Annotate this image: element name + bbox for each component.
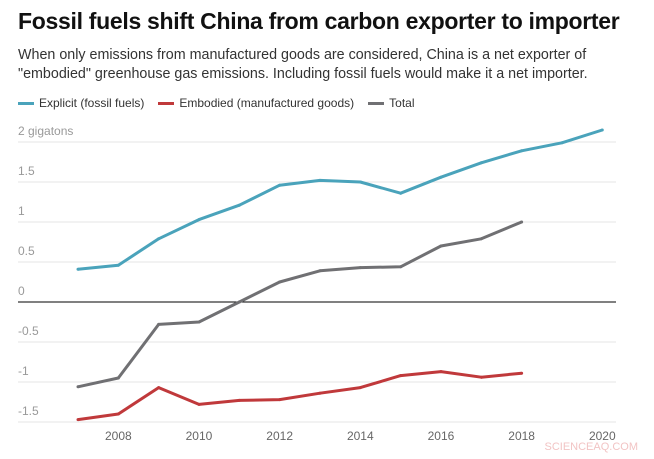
data-point xyxy=(237,300,241,304)
legend-label: Total xyxy=(389,96,415,110)
chart-title: Fossil fuels shift China from carbon exp… xyxy=(18,8,620,34)
data-point xyxy=(439,175,443,179)
series-line-1 xyxy=(77,370,522,422)
data-point xyxy=(399,374,403,378)
legend-label: Explicit (fossil fuels) xyxy=(39,96,145,110)
data-point xyxy=(560,141,564,145)
y-tick-label: 0 xyxy=(18,284,25,298)
y-tick-label: 0.5 xyxy=(18,244,35,258)
data-point xyxy=(479,237,483,241)
x-tick-label: 2012 xyxy=(266,429,293,443)
data-point xyxy=(520,371,524,375)
legend-item-embodied: Embodied (manufactured goods) xyxy=(158,96,354,110)
data-point xyxy=(439,244,443,248)
y-tick-label: -1.5 xyxy=(18,404,39,418)
watermark: SCIENCEAQ.COM xyxy=(544,441,638,453)
data-point xyxy=(358,266,362,270)
data-point xyxy=(278,398,282,402)
x-tick-label: 2014 xyxy=(347,429,374,443)
data-point xyxy=(358,180,362,184)
data-point xyxy=(76,418,80,422)
data-point xyxy=(399,191,403,195)
data-point xyxy=(399,265,403,269)
data-point xyxy=(197,402,201,406)
data-point xyxy=(479,161,483,165)
y-tick-label: -0.5 xyxy=(18,324,39,338)
x-tick-label: 2018 xyxy=(508,429,535,443)
data-point xyxy=(76,267,80,271)
legend-item-total: Total xyxy=(368,96,415,110)
x-tick-label: 2020 xyxy=(589,429,616,443)
data-point xyxy=(278,183,282,187)
data-point xyxy=(76,385,80,389)
data-point xyxy=(157,322,161,326)
data-point xyxy=(197,218,201,222)
data-point xyxy=(157,386,161,390)
data-point xyxy=(600,128,604,132)
data-point xyxy=(439,370,443,374)
data-point xyxy=(318,391,322,395)
x-tick-label: 2008 xyxy=(105,429,132,443)
legend: Explicit (fossil fuels) Embodied (manufa… xyxy=(18,96,415,110)
y-tick-label: 1.5 xyxy=(18,164,35,178)
data-point xyxy=(358,386,362,390)
data-point xyxy=(116,263,120,267)
y-tick-label: 1 xyxy=(18,204,25,218)
legend-swatch xyxy=(158,101,175,105)
y-tick-label: 2 gigatons xyxy=(18,124,73,138)
legend-item-explicit: Explicit (fossil fuels) xyxy=(18,96,144,110)
data-point xyxy=(237,398,241,402)
legend-swatch xyxy=(368,101,385,105)
data-point xyxy=(197,320,201,324)
data-point xyxy=(237,203,241,207)
chart-subtitle: When only emissions from manufactured go… xyxy=(18,47,588,82)
data-point xyxy=(278,280,282,284)
data-point xyxy=(116,376,120,380)
series-line-2 xyxy=(77,220,523,389)
data-point xyxy=(520,220,524,224)
x-tick-label: 2016 xyxy=(428,429,455,443)
x-tick-label: 2010 xyxy=(186,429,213,443)
legend-label: Embodied (manufactured goods) xyxy=(179,96,355,110)
legend-swatch xyxy=(18,101,34,105)
data-point xyxy=(318,178,322,182)
data-point xyxy=(479,375,483,379)
data-point xyxy=(157,237,161,241)
series-line-0 xyxy=(77,128,603,271)
data-point xyxy=(116,412,120,416)
data-point xyxy=(318,269,322,273)
y-tick-label: -1 xyxy=(18,364,29,378)
data-point xyxy=(520,149,524,153)
